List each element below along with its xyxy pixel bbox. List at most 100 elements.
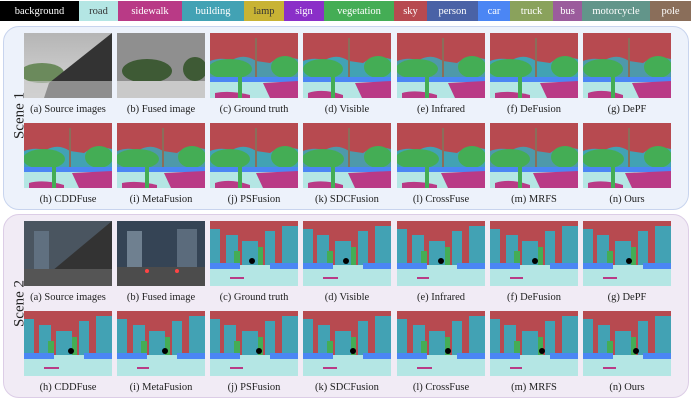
caption: (h) CDDFuse <box>39 382 97 393</box>
segmentation-map <box>303 123 391 188</box>
segmentation-map <box>583 33 671 98</box>
legend-vegetation: vegetation <box>324 1 394 21</box>
caption: (i) MetaFusion <box>129 194 193 205</box>
result-cell: (b) Fused image <box>117 221 205 303</box>
legend-sky: sky <box>394 1 427 21</box>
legend-pole: pole <box>650 1 691 21</box>
result-cell: (e) Infrared <box>397 221 485 303</box>
caption: (i) MetaFusion <box>129 382 193 393</box>
caption: (e) Infrared <box>416 104 466 115</box>
segmentation-map <box>490 311 578 376</box>
result-cell: (h) CDDFuse <box>24 123 112 205</box>
caption: (d) Visible <box>324 104 370 115</box>
result-cell: (m) MRFS <box>490 311 578 393</box>
result-cell: (g) DePF <box>583 33 671 115</box>
segmentation-map <box>303 33 391 98</box>
segmentation-map <box>24 123 112 188</box>
segmentation-map <box>583 123 671 188</box>
result-cell: (k) SDCFusion <box>303 123 391 205</box>
caption: (c) Ground truth <box>219 292 289 303</box>
caption: (k) SDCFusion <box>315 382 379 393</box>
caption: (e) Infrared <box>416 292 466 303</box>
segmentation-map <box>397 221 485 286</box>
legend-background: background <box>0 1 79 21</box>
result-cell: (n) Ours <box>583 311 671 393</box>
caption: (f) DeFusion <box>507 104 561 115</box>
result-cell: (g) DePF <box>583 221 671 303</box>
result-cell: (j) PSFusion <box>210 311 298 393</box>
result-cell: (i) MetaFusion <box>117 311 205 393</box>
result-cell: (i) MetaFusion <box>117 123 205 205</box>
segmentation-map <box>24 311 112 376</box>
caption: (g) DePF <box>607 104 647 115</box>
image <box>117 221 205 286</box>
legend-car: car <box>478 1 510 21</box>
segmentation-map <box>397 123 485 188</box>
caption: (j) PSFusion <box>227 382 281 393</box>
result-cell: (k) SDCFusion <box>303 311 391 393</box>
class-legend: background road sidewalk building lamp sign ve… <box>0 1 691 21</box>
result-cell: (c) Ground truth <box>210 33 298 115</box>
caption: (d) Visible <box>324 292 370 303</box>
caption: (b) Fused image <box>126 104 196 115</box>
caption: (k) SDCFusion <box>315 194 379 205</box>
caption: (m) MRFS <box>511 382 557 393</box>
result-cell: (d) Visible <box>303 221 391 303</box>
segmentation-map <box>490 123 578 188</box>
caption: (m) MRFS <box>511 194 557 205</box>
legend-person: person <box>427 1 478 21</box>
result-cell: (l) CrossFuse <box>397 123 485 205</box>
legend-sign: sign <box>284 1 324 21</box>
caption: (h) CDDFuse <box>39 194 97 205</box>
legend-building: building <box>182 1 244 21</box>
legend-lamp: lamp <box>244 1 284 21</box>
result-cell: (f) DeFusion <box>490 33 578 115</box>
caption: (l) CrossFuse <box>412 382 470 393</box>
result-cell: (e) Infrared <box>397 33 485 115</box>
segmentation-map <box>210 221 298 286</box>
result-cell: (j) PSFusion <box>210 123 298 205</box>
legend-truck: truck <box>510 1 553 21</box>
caption: (j) PSFusion <box>227 194 281 205</box>
segmentation-map <box>210 311 298 376</box>
segmentation-map <box>303 311 391 376</box>
image <box>24 221 112 286</box>
legend-motorcycle: motorcycle <box>582 1 650 21</box>
result-cell: (m) MRFS <box>490 123 578 205</box>
caption: (n) Ours <box>609 194 645 205</box>
result-cell: (a) Source images <box>24 221 112 303</box>
segmentation-map <box>117 123 205 188</box>
result-cell: (f) DeFusion <box>490 221 578 303</box>
segmentation-map <box>490 33 578 98</box>
scene-1-panel: Scene 1 (a) Source images (b) Fused image… <box>3 26 689 210</box>
result-cell: (d) Visible <box>303 33 391 115</box>
segmentation-map <box>583 221 671 286</box>
image <box>24 33 112 98</box>
segmentation-map <box>490 221 578 286</box>
result-cell: (h) CDDFuse <box>24 311 112 393</box>
image <box>117 33 205 98</box>
legend-sidewalk: sidewalk <box>118 1 182 21</box>
caption: (f) DeFusion <box>507 292 561 303</box>
segmentation-map <box>583 311 671 376</box>
segmentation-map <box>303 221 391 286</box>
caption: (a) Source images <box>30 104 106 115</box>
segmentation-map <box>117 311 205 376</box>
result-cell: (a) Source images <box>24 33 112 115</box>
legend-bus: bus <box>553 1 582 21</box>
result-cell: (b) Fused image <box>117 33 205 115</box>
result-cell: (l) CrossFuse <box>397 311 485 393</box>
segmentation-map <box>210 123 298 188</box>
caption: (l) CrossFuse <box>412 194 470 205</box>
result-cell: (c) Ground truth <box>210 221 298 303</box>
caption: (c) Ground truth <box>219 104 289 115</box>
caption: (a) Source images <box>30 292 106 303</box>
caption: (b) Fused image <box>126 292 196 303</box>
result-cell: (n) Ours <box>583 123 671 205</box>
segmentation-map <box>397 311 485 376</box>
caption: (g) DePF <box>607 292 647 303</box>
segmentation-map <box>210 33 298 98</box>
segmentation-map <box>397 33 485 98</box>
caption: (n) Ours <box>609 382 645 393</box>
scene-2-panel: Scene 2 (a) Source images (b) Fused image… <box>3 214 689 398</box>
